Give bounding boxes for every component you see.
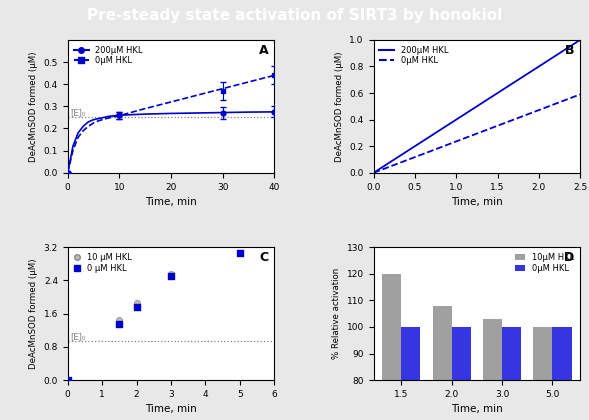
- Point: [132, 300, 141, 307]
- X-axis label: Time, min: Time, min: [145, 197, 197, 207]
- Bar: [502, 327, 521, 420]
- Point: [166, 273, 176, 280]
- Y-axis label: DeAcMnSOD formed (μM): DeAcMnSOD formed (μM): [335, 51, 344, 162]
- Point: [115, 321, 124, 328]
- Point: [132, 304, 141, 311]
- Legend: 10 μM HKL, 0 μM HKL: 10 μM HKL, 0 μM HKL: [72, 252, 134, 274]
- Legend: 200μM HKL, 0μM HKL: 200μM HKL, 0μM HKL: [72, 44, 144, 67]
- Bar: [483, 319, 502, 420]
- Text: Pre-steady state activation of SIRT3 by honokiol: Pre-steady state activation of SIRT3 by …: [87, 8, 502, 23]
- Bar: [432, 306, 452, 420]
- Legend: 10μM HKL, 0μM HKL: 10μM HKL, 0μM HKL: [514, 252, 576, 274]
- Bar: [552, 327, 571, 420]
- Text: [E]₀: [E]₀: [70, 332, 85, 341]
- Point: [235, 250, 244, 257]
- Bar: [401, 327, 421, 420]
- Legend: 200μM HKL, 0μM HKL: 200μM HKL, 0μM HKL: [378, 44, 450, 67]
- Text: B: B: [564, 44, 574, 57]
- Bar: [382, 274, 401, 420]
- Y-axis label: DeAcMnSOD formed (μM): DeAcMnSOD formed (μM): [29, 258, 38, 369]
- Bar: [452, 327, 471, 420]
- Bar: [533, 327, 552, 420]
- Text: C: C: [259, 251, 268, 264]
- Point: [115, 317, 124, 323]
- Y-axis label: DeAcMnSOD formed (μM): DeAcMnSOD formed (μM): [29, 51, 38, 162]
- Point: [63, 377, 72, 383]
- Point: [63, 377, 72, 383]
- Y-axis label: % Relative activation: % Relative activation: [332, 268, 341, 359]
- X-axis label: Time, min: Time, min: [145, 404, 197, 415]
- X-axis label: Time, min: Time, min: [451, 197, 503, 207]
- Text: D: D: [564, 251, 574, 264]
- X-axis label: Time, min: Time, min: [451, 404, 503, 415]
- Text: [E]₀: [E]₀: [70, 108, 85, 118]
- Point: [166, 271, 176, 278]
- Text: A: A: [259, 44, 268, 57]
- Point: [235, 250, 244, 257]
